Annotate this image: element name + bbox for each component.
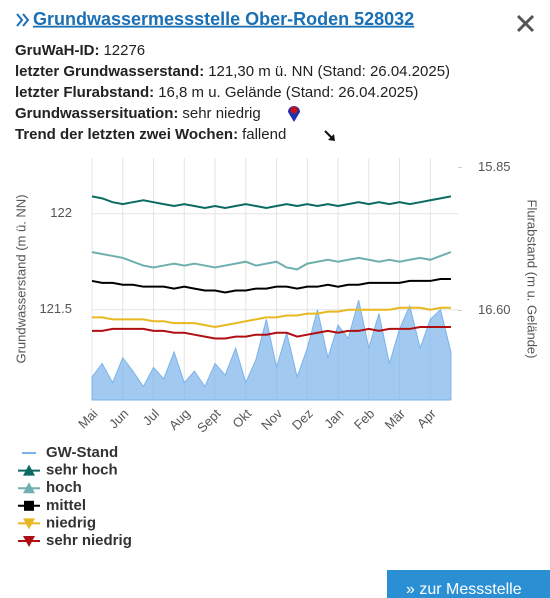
- series-line: [91, 195, 452, 209]
- gw-area: [91, 299, 452, 401]
- situation-pin: [288, 106, 300, 122]
- legend-marker: [23, 482, 35, 494]
- legend-label: sehr hoch: [46, 462, 118, 479]
- legend-label: hoch: [46, 479, 82, 496]
- info-line: GruWaH-ID: 12276: [15, 42, 145, 59]
- legend-marker: [23, 536, 35, 547]
- legend-label: sehr niedrig: [46, 532, 132, 549]
- x-tick-label: Mai: [75, 406, 100, 431]
- title-icon: [16, 13, 30, 27]
- y-tick-label: 121.5: [39, 301, 72, 316]
- info-label: letzter Grundwasserstand:: [15, 63, 204, 80]
- x-tick-label: Nov: [258, 406, 285, 433]
- info-label: Trend der letzten zwei Wochen:: [15, 126, 238, 143]
- series-line: [91, 278, 451, 294]
- x-tick-label: Jan: [321, 406, 346, 431]
- info-value: 16,8 m u. Gelände (Stand: 26.04.2025): [158, 84, 418, 101]
- x-tick-label: Mär: [382, 405, 409, 432]
- info-value: 121,30 m ü. NN (Stand: 26.04.2025): [208, 63, 450, 80]
- info-label: Grundwassersituation:: [15, 105, 178, 122]
- info-value: 12276: [103, 42, 145, 59]
- y2-tick-label: 16.60: [478, 302, 511, 317]
- y-tick-label: 122: [50, 205, 72, 220]
- info-line: Grundwassersituation: sehr niedrig: [15, 105, 261, 122]
- x-tick-label: Okt: [229, 406, 254, 431]
- button-label[interactable]: » zur Messstelle: [406, 581, 522, 598]
- zur-messstelle-button[interactable]: » zur Messstelle: [387, 570, 550, 598]
- legend-label: mittel: [46, 497, 86, 514]
- x-tick-label: Jul: [140, 406, 162, 428]
- info-label: letzter Flurabstand:: [15, 84, 154, 101]
- x-tick-label: Dez: [289, 406, 316, 433]
- trend-arrow: [324, 130, 335, 141]
- info-line: Trend der letzten zwei Wochen: fallend: [15, 126, 286, 143]
- x-tick-label: Jun: [106, 406, 131, 431]
- legend-label: niedrig: [46, 514, 96, 531]
- info-line: letzter Flurabstand: 16,8 m u. Gelände (S…: [15, 84, 418, 101]
- title-link[interactable]: Grundwassermessstelle Ober-Roden 528032: [33, 9, 414, 29]
- x-tick-label: Feb: [351, 406, 377, 432]
- info-line: letzter Grundwasserstand: 121,30 m ü. NN …: [15, 63, 450, 80]
- series-line: [92, 326, 451, 340]
- info-label: GruWaH-ID:: [15, 42, 99, 59]
- legend-marker: [23, 518, 35, 530]
- legend-marker: [24, 500, 34, 511]
- x-tick-label: Apr: [414, 405, 439, 430]
- x-tick-label: Sept: [194, 406, 224, 436]
- info-value: sehr niedrig: [182, 105, 260, 122]
- y2-tick-label: 15.85: [478, 159, 511, 174]
- series-line: [92, 306, 451, 329]
- y2-axis-label: Flurabstand (m u. Gelände): [525, 200, 540, 359]
- close-button[interactable]: [516, 14, 535, 33]
- legend-label: GW-Stand: [46, 444, 118, 461]
- series-line: [91, 251, 452, 271]
- y-axis-label: Grundwasserstand (m ü. NN): [13, 194, 28, 363]
- info-value: fallend: [242, 126, 286, 143]
- x-tick-label: Aug: [166, 406, 193, 433]
- legend-marker: [23, 464, 35, 476]
